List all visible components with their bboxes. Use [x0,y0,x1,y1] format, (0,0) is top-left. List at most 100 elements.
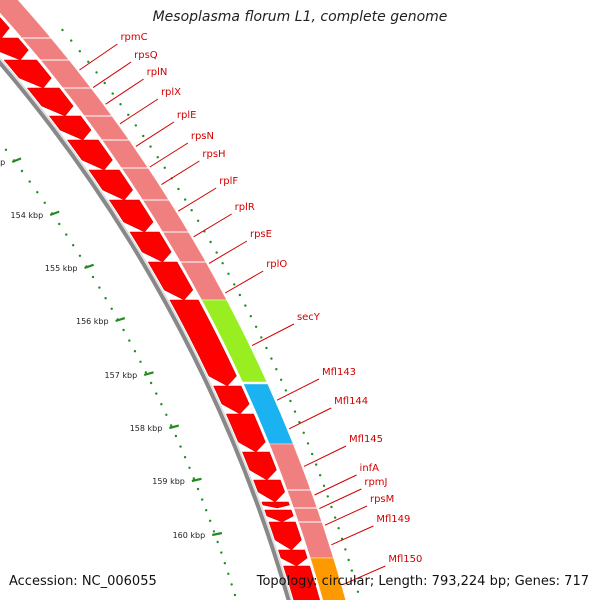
outer-tick-dot [119,103,122,106]
outer-tick-dot [279,378,283,381]
outer-tick-dot [61,28,64,32]
outer-tick-dot [310,452,314,456]
minor-tick-dot [122,328,125,332]
outer-tick-dot [306,442,310,445]
cds-arrow [242,451,277,481]
gene-label: Mfl145 [349,434,383,445]
outer-tick-dot [233,283,236,286]
outer-tick-dot [298,421,301,424]
outer-tick-dot [284,389,288,392]
outer-tick-dot [183,198,187,201]
minor-tick-dot [65,233,68,236]
outer-tick-dot [353,580,357,583]
gene-leader-line [119,98,159,125]
outer-tick-dot [275,368,278,371]
gene-leader-line [303,445,347,467]
accession-text: Accession: NC_006055 [9,574,157,589]
kbp-tick-label: 155 kbp [45,264,78,273]
gene-label: infA [360,463,380,474]
outer-tick-dot [344,548,347,551]
outer-tick-dot [289,399,292,403]
major-tick [11,157,22,164]
outer-tick-dot [322,484,326,487]
gene-label: rplR [235,202,255,213]
minor-tick-dot [98,286,101,289]
kbp-tick-label: 157 kbp [105,371,138,380]
cds-arrow [169,299,237,387]
kbp-tick-label: 159 kbp [152,477,185,486]
minor-tick-dot [144,371,148,374]
minor-tick-dot [233,593,237,597]
outer-tick-dot [270,357,273,360]
cds-arrow [283,565,320,600]
minor-tick-dot [227,572,230,575]
minor-tick-dot [36,191,39,194]
minor-tick-dot [169,424,173,427]
minor-tick-dot [192,477,196,480]
minor-tick-dot [91,275,95,279]
cds-arrow [88,169,134,201]
outer-tick-dot [249,315,252,318]
minor-tick-dot [128,339,131,342]
outer-tick-dot [149,145,152,148]
outer-tick-dot [127,113,130,117]
outer-tick-dot [134,124,138,127]
cds-arrow [0,37,29,61]
minor-tick-dot [104,297,107,300]
gene-leader-line [105,78,144,105]
backbone-highlight [0,57,293,600]
outer-tick-dot [190,209,193,212]
outer-tick-dot [221,262,224,265]
cds-arrow-ring [0,16,320,600]
minor-tick-dot [220,551,223,554]
gene-label: rplX [161,87,181,98]
gene-label: rplF [219,176,238,187]
band-Mfl150 [310,557,346,600]
gene-label: rpsH [202,149,225,160]
gene-leader-line [208,240,248,264]
major-tick [191,477,202,483]
cds-arrow [147,261,194,301]
outer-tick-dot [238,293,242,297]
cds-arrow [0,16,10,39]
kbp-tick-label: 153 kbp [0,158,5,167]
cds-arrow [48,115,92,141]
band-secY [201,299,268,383]
gene-label: Mfl143 [322,367,356,378]
minor-tick-dot [174,434,178,438]
kbp-tick-label: 160 kbp [173,531,206,540]
gene-leader-line [193,213,232,238]
gene-leader-line [224,270,264,294]
backbone-ring [0,57,293,600]
minor-tick-dot [216,540,219,544]
minor-tick-dot [20,169,24,173]
outer-tick-dot [156,156,159,159]
gene-leader-line [92,61,132,89]
outer-tick-dot [111,92,114,95]
gene-leader-line [79,43,118,71]
outer-tick-dot [350,569,354,572]
outer-tick-dot [227,272,230,275]
gene-label: Mfl144 [334,396,368,407]
major-tick [169,424,180,430]
minor-tick-dot [133,350,137,353]
gene-leader-line [314,474,357,496]
minor-tick-dot [28,180,31,183]
minor-tick-dot [230,583,233,586]
minor-tick-dot [43,201,46,204]
outer-tick-dot [254,325,258,328]
cds-arrow [264,509,294,523]
feature-band-ring [0,0,346,600]
outer-tick-dot [95,71,98,74]
backbone-line [0,59,291,600]
minor-tick-dot [165,413,168,416]
outer-tick-dot [330,505,333,509]
gene-leader-line [319,488,362,510]
gene-label: Mfl149 [376,514,410,525]
outer-tick-dot [87,60,90,63]
minor-tick-dot [200,498,204,501]
cds-arrow [66,139,113,171]
outer-tick-dot [70,39,73,42]
